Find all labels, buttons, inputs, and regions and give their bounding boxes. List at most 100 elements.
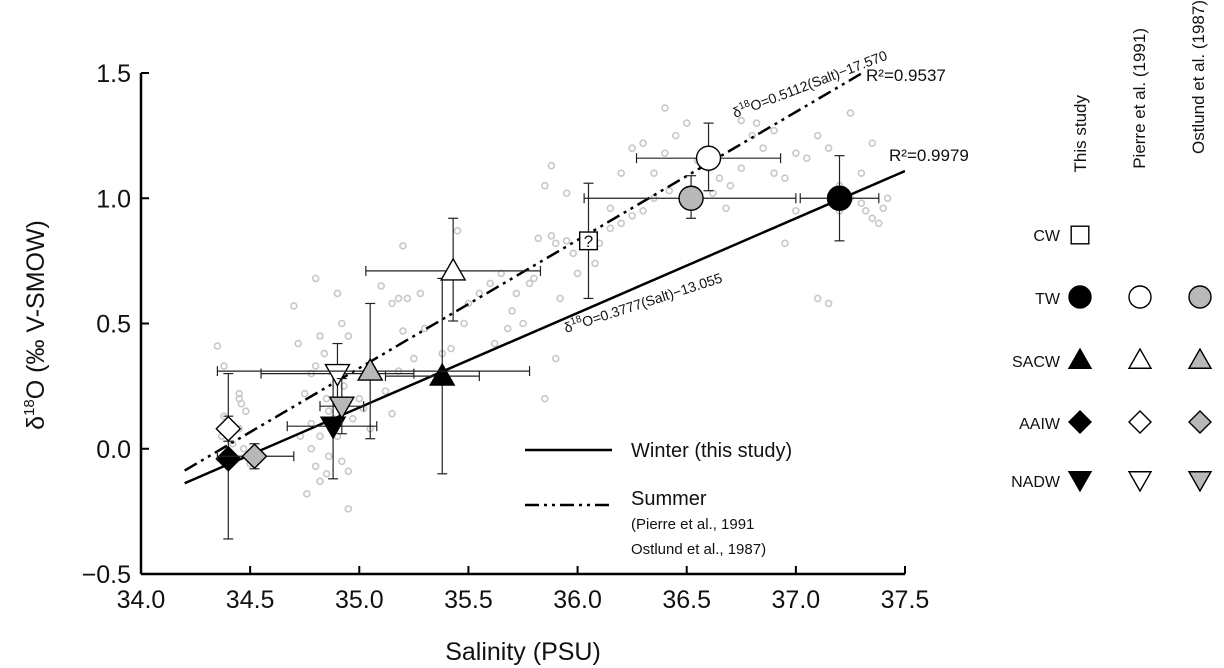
sample-point bbox=[682, 119, 691, 127]
sample-point bbox=[303, 490, 311, 498]
sample-point bbox=[824, 299, 833, 308]
sample-point bbox=[781, 239, 789, 248]
sample-point bbox=[324, 407, 333, 415]
sample-point bbox=[344, 332, 353, 340]
sample-point bbox=[541, 181, 549, 190]
key-row-tw: TW bbox=[1035, 291, 1061, 308]
sample-point bbox=[737, 116, 746, 125]
key-col-this-study: This study bbox=[1071, 95, 1090, 173]
sample-point bbox=[617, 169, 626, 177]
x-axis-title: Salinity (PSU) bbox=[445, 638, 601, 666]
sample-point bbox=[348, 414, 357, 423]
sample-point bbox=[519, 319, 527, 328]
sample-point bbox=[344, 467, 353, 476]
sample-point bbox=[868, 214, 877, 223]
key-sacw-this bbox=[1067, 347, 1093, 369]
sample-point bbox=[792, 206, 800, 215]
x-tick-label: 34.5 bbox=[226, 586, 275, 614]
sample-point bbox=[503, 324, 512, 333]
sample-point bbox=[324, 452, 333, 461]
sample-point bbox=[289, 302, 298, 310]
aaiw-this-point bbox=[215, 445, 242, 472]
sample-point bbox=[464, 299, 473, 308]
sample-point bbox=[525, 279, 534, 288]
sample-point bbox=[665, 186, 674, 195]
sample-point bbox=[403, 294, 412, 303]
x-tick-label: 35.5 bbox=[444, 586, 493, 614]
legend-summer-ref1: (Pierre et al., 1991 bbox=[631, 516, 754, 533]
sample-point bbox=[813, 294, 822, 303]
sample-point bbox=[606, 224, 615, 233]
line-legend: Winter (this study) Summer (Pierre et al… bbox=[525, 440, 792, 558]
nadw-pierre-point bbox=[324, 363, 351, 388]
y-tick-label: 1.5 bbox=[96, 60, 131, 88]
key-nadw-this bbox=[1067, 471, 1093, 493]
sample-point bbox=[573, 269, 582, 278]
sample-point bbox=[650, 169, 658, 177]
cw-this-point bbox=[578, 231, 598, 251]
sample-point bbox=[508, 307, 516, 315]
sample-point bbox=[311, 274, 320, 283]
tw-ostlund-point bbox=[678, 185, 704, 211]
y-tick-label: 0.5 bbox=[96, 311, 131, 339]
key-sacw-ostlund bbox=[1187, 347, 1213, 369]
sample-point bbox=[857, 199, 866, 208]
sample-point bbox=[824, 144, 833, 152]
sample-point bbox=[237, 399, 246, 408]
sample-point bbox=[490, 339, 499, 348]
key-row-sacw: SACW bbox=[1012, 354, 1061, 371]
tw-this-point bbox=[826, 185, 853, 211]
sample-point bbox=[639, 139, 647, 147]
sample-point bbox=[661, 149, 669, 157]
sample-point bbox=[857, 169, 866, 177]
sample-point bbox=[300, 389, 309, 398]
nadw-ostlund-point bbox=[328, 396, 356, 420]
regression-lines bbox=[184, 73, 905, 485]
sample-point bbox=[726, 181, 735, 190]
sample-point bbox=[333, 289, 342, 298]
sample-point bbox=[344, 505, 353, 513]
key-tw-this bbox=[1068, 285, 1092, 309]
sample-point bbox=[722, 204, 730, 213]
sample-point bbox=[322, 469, 331, 478]
sample-point bbox=[879, 204, 887, 213]
sample-point bbox=[883, 194, 892, 203]
sample-point bbox=[556, 294, 564, 303]
tw-pierre-point bbox=[695, 145, 722, 171]
sample-point bbox=[399, 327, 407, 335]
sample-point bbox=[416, 289, 425, 298]
sample-point bbox=[239, 444, 248, 453]
aaiw-ostlund-point bbox=[241, 443, 268, 470]
sample-point bbox=[394, 294, 403, 303]
sample-point bbox=[486, 279, 495, 288]
sample-point bbox=[241, 407, 250, 415]
sample-point bbox=[320, 349, 329, 358]
sample-point bbox=[453, 227, 462, 235]
sample-point bbox=[213, 342, 222, 350]
sample-point bbox=[781, 174, 789, 183]
sample-point bbox=[381, 387, 390, 395]
sample-point bbox=[377, 282, 385, 290]
sample-point bbox=[628, 211, 636, 220]
winter-r2-label: R²=0.9979 bbox=[889, 146, 969, 165]
sample-point bbox=[562, 237, 571, 245]
key-col-ostlund: Ostlund et al. (1987) bbox=[1189, 0, 1208, 154]
y-axis-title: δ18O (‰ V-SMOW) bbox=[21, 220, 50, 430]
water-mass-points: ? bbox=[215, 122, 880, 540]
sample-point bbox=[639, 206, 647, 215]
y-tick-label: 0.0 bbox=[96, 436, 131, 464]
sample-point bbox=[338, 319, 346, 328]
key-row-aaiw: AAIW bbox=[1019, 416, 1061, 433]
sample-point bbox=[606, 204, 615, 213]
sample-point bbox=[770, 126, 778, 135]
symbol-key: This study Pierre et al. (1991) Ostlund … bbox=[1011, 0, 1213, 493]
sacw-pierre-point bbox=[439, 257, 467, 281]
sample-point bbox=[235, 389, 244, 398]
sample-point bbox=[316, 432, 324, 441]
sample-point bbox=[617, 219, 626, 228]
sample-point bbox=[551, 239, 560, 248]
sample-point bbox=[307, 444, 316, 453]
sample-point bbox=[715, 174, 724, 183]
sample-point bbox=[846, 109, 855, 117]
